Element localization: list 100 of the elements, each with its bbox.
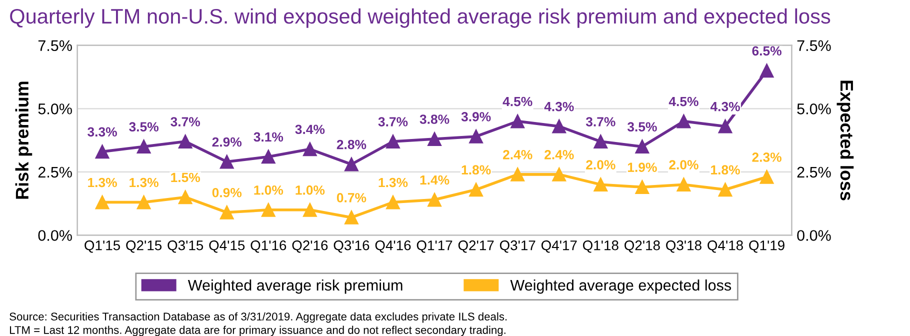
point	[718, 182, 732, 197]
source-note: Source: Securities Transaction Database as of 3/31/2019. Aggregate data excludes private ILS deals.	[10, 312, 507, 323]
point	[635, 140, 650, 154]
point	[428, 132, 442, 146]
data-label: 3.7%	[170, 117, 200, 126]
y-tick-label: 5.0%	[38, 104, 72, 114]
x-tick-label: Q3'16	[334, 240, 370, 253]
data-label: 4.5%	[502, 96, 532, 106]
y2-tick-label: 5.0%	[797, 104, 831, 114]
data-label: 6.5%	[752, 46, 782, 56]
point	[386, 195, 400, 210]
data-label: 1.8%	[462, 165, 491, 175]
point	[178, 134, 192, 148]
y-tick-label: 2.5%	[38, 166, 72, 178]
x-tick-label: Q2'18	[624, 240, 660, 253]
x-tick-label: Q4'16	[375, 240, 411, 253]
point	[136, 140, 151, 154]
y-axis-title: Risk premium	[15, 82, 32, 199]
text: LTM = Last 12 months. Aggregate data are for primary issuance and do not reflect secondary trading.	[10, 326, 506, 336]
data-label: 4.3%	[544, 102, 574, 112]
data-label: 1.3%	[130, 178, 158, 188]
data-label: 1.3%	[378, 178, 408, 188]
data-label: 1.5%	[171, 172, 200, 182]
y2-tick-label: 0.0%	[797, 230, 831, 241]
point	[302, 202, 317, 217]
point	[676, 178, 691, 192]
data-label: 2.4%	[544, 150, 574, 160]
data-label: 0.9%	[212, 188, 242, 198]
point	[760, 170, 774, 184]
x-tick-label: Q3'18	[666, 240, 702, 253]
x-tick-label: Q4'15	[209, 240, 245, 253]
point	[386, 134, 400, 148]
data-label: 1.4%	[420, 175, 450, 185]
point	[718, 119, 732, 134]
point	[635, 180, 650, 194]
y-tick-label: 7.5%	[38, 40, 72, 52]
data-label: 1.0%	[296, 185, 325, 195]
y2-tick-label: 2.5%	[797, 166, 831, 178]
x-tick-label: Q4'18	[708, 240, 743, 253]
data-label: 2.4%	[503, 150, 532, 160]
data-label: 3.1%	[254, 132, 284, 142]
x-tick-label: Q2'17	[458, 240, 494, 253]
x-tick-label: Q1'15	[84, 240, 120, 253]
data-label: 2.0%	[586, 160, 616, 170]
data-label: 2.3%	[752, 152, 782, 162]
x-tick-label: Q2'15	[126, 240, 162, 253]
point	[469, 182, 483, 197]
x-tick-label: Q1'19	[749, 240, 784, 253]
data-label: 2.8%	[336, 140, 366, 150]
y2-axis-title: Expected loss	[836, 80, 854, 200]
data-label: 3.3%	[88, 127, 117, 137]
point	[676, 114, 691, 128]
x-tick-label: Q1'17	[416, 240, 452, 253]
x-tick-label: Q3'17	[500, 240, 536, 253]
legend-label: Weighted average risk premium	[188, 279, 402, 294]
x-tick-label: Q4'17	[541, 240, 577, 253]
data-label: 2.9%	[212, 137, 242, 147]
data-label: 4.5%	[668, 96, 698, 106]
x-tick-label: Q1'16	[250, 240, 286, 253]
point	[95, 195, 110, 210]
data-label: 3.7%	[586, 117, 616, 126]
point	[594, 134, 608, 148]
point	[594, 178, 608, 192]
legend-label: Weighted average expected loss	[510, 279, 732, 294]
data-label: 3.9%	[461, 112, 491, 122]
point	[261, 202, 276, 217]
chart-title: Quarterly LTM non-U.S. wind exposed weighted average risk premium and expected loss	[10, 8, 830, 28]
point	[220, 154, 234, 169]
data-label: 1.9%	[628, 162, 657, 172]
point	[95, 144, 110, 159]
point	[552, 168, 566, 182]
data-label: 3.5%	[129, 122, 158, 132]
x-tick-label: Q1'18	[583, 240, 618, 253]
point	[344, 157, 358, 172]
y2-tick-label: 7.5%	[797, 40, 831, 52]
data-label: 1.8%	[711, 165, 740, 175]
point	[552, 119, 566, 134]
data-label: 3.4%	[295, 124, 325, 134]
data-label: 3.5%	[627, 122, 657, 132]
data-label: 0.7%	[336, 193, 366, 202]
point	[136, 195, 151, 210]
x-tick-label: Q3'15	[168, 240, 204, 253]
x-tick-label: Q2'16	[292, 240, 328, 253]
data-label: 4.3%	[710, 102, 740, 112]
y-tick-label: 0.0%	[38, 230, 72, 241]
point	[261, 150, 276, 164]
data-label: 2.0%	[669, 160, 698, 170]
point	[510, 168, 525, 182]
point	[469, 130, 483, 144]
point	[760, 64, 774, 78]
data-label: 3.8%	[420, 114, 450, 124]
point	[178, 190, 192, 204]
point	[428, 192, 442, 207]
data-label: 1.0%	[254, 185, 284, 195]
point	[344, 210, 358, 224]
point	[220, 205, 234, 220]
point	[302, 142, 317, 156]
data-label: 1.3%	[88, 178, 117, 188]
data-label: 3.7%	[378, 117, 408, 126]
point	[510, 114, 525, 128]
